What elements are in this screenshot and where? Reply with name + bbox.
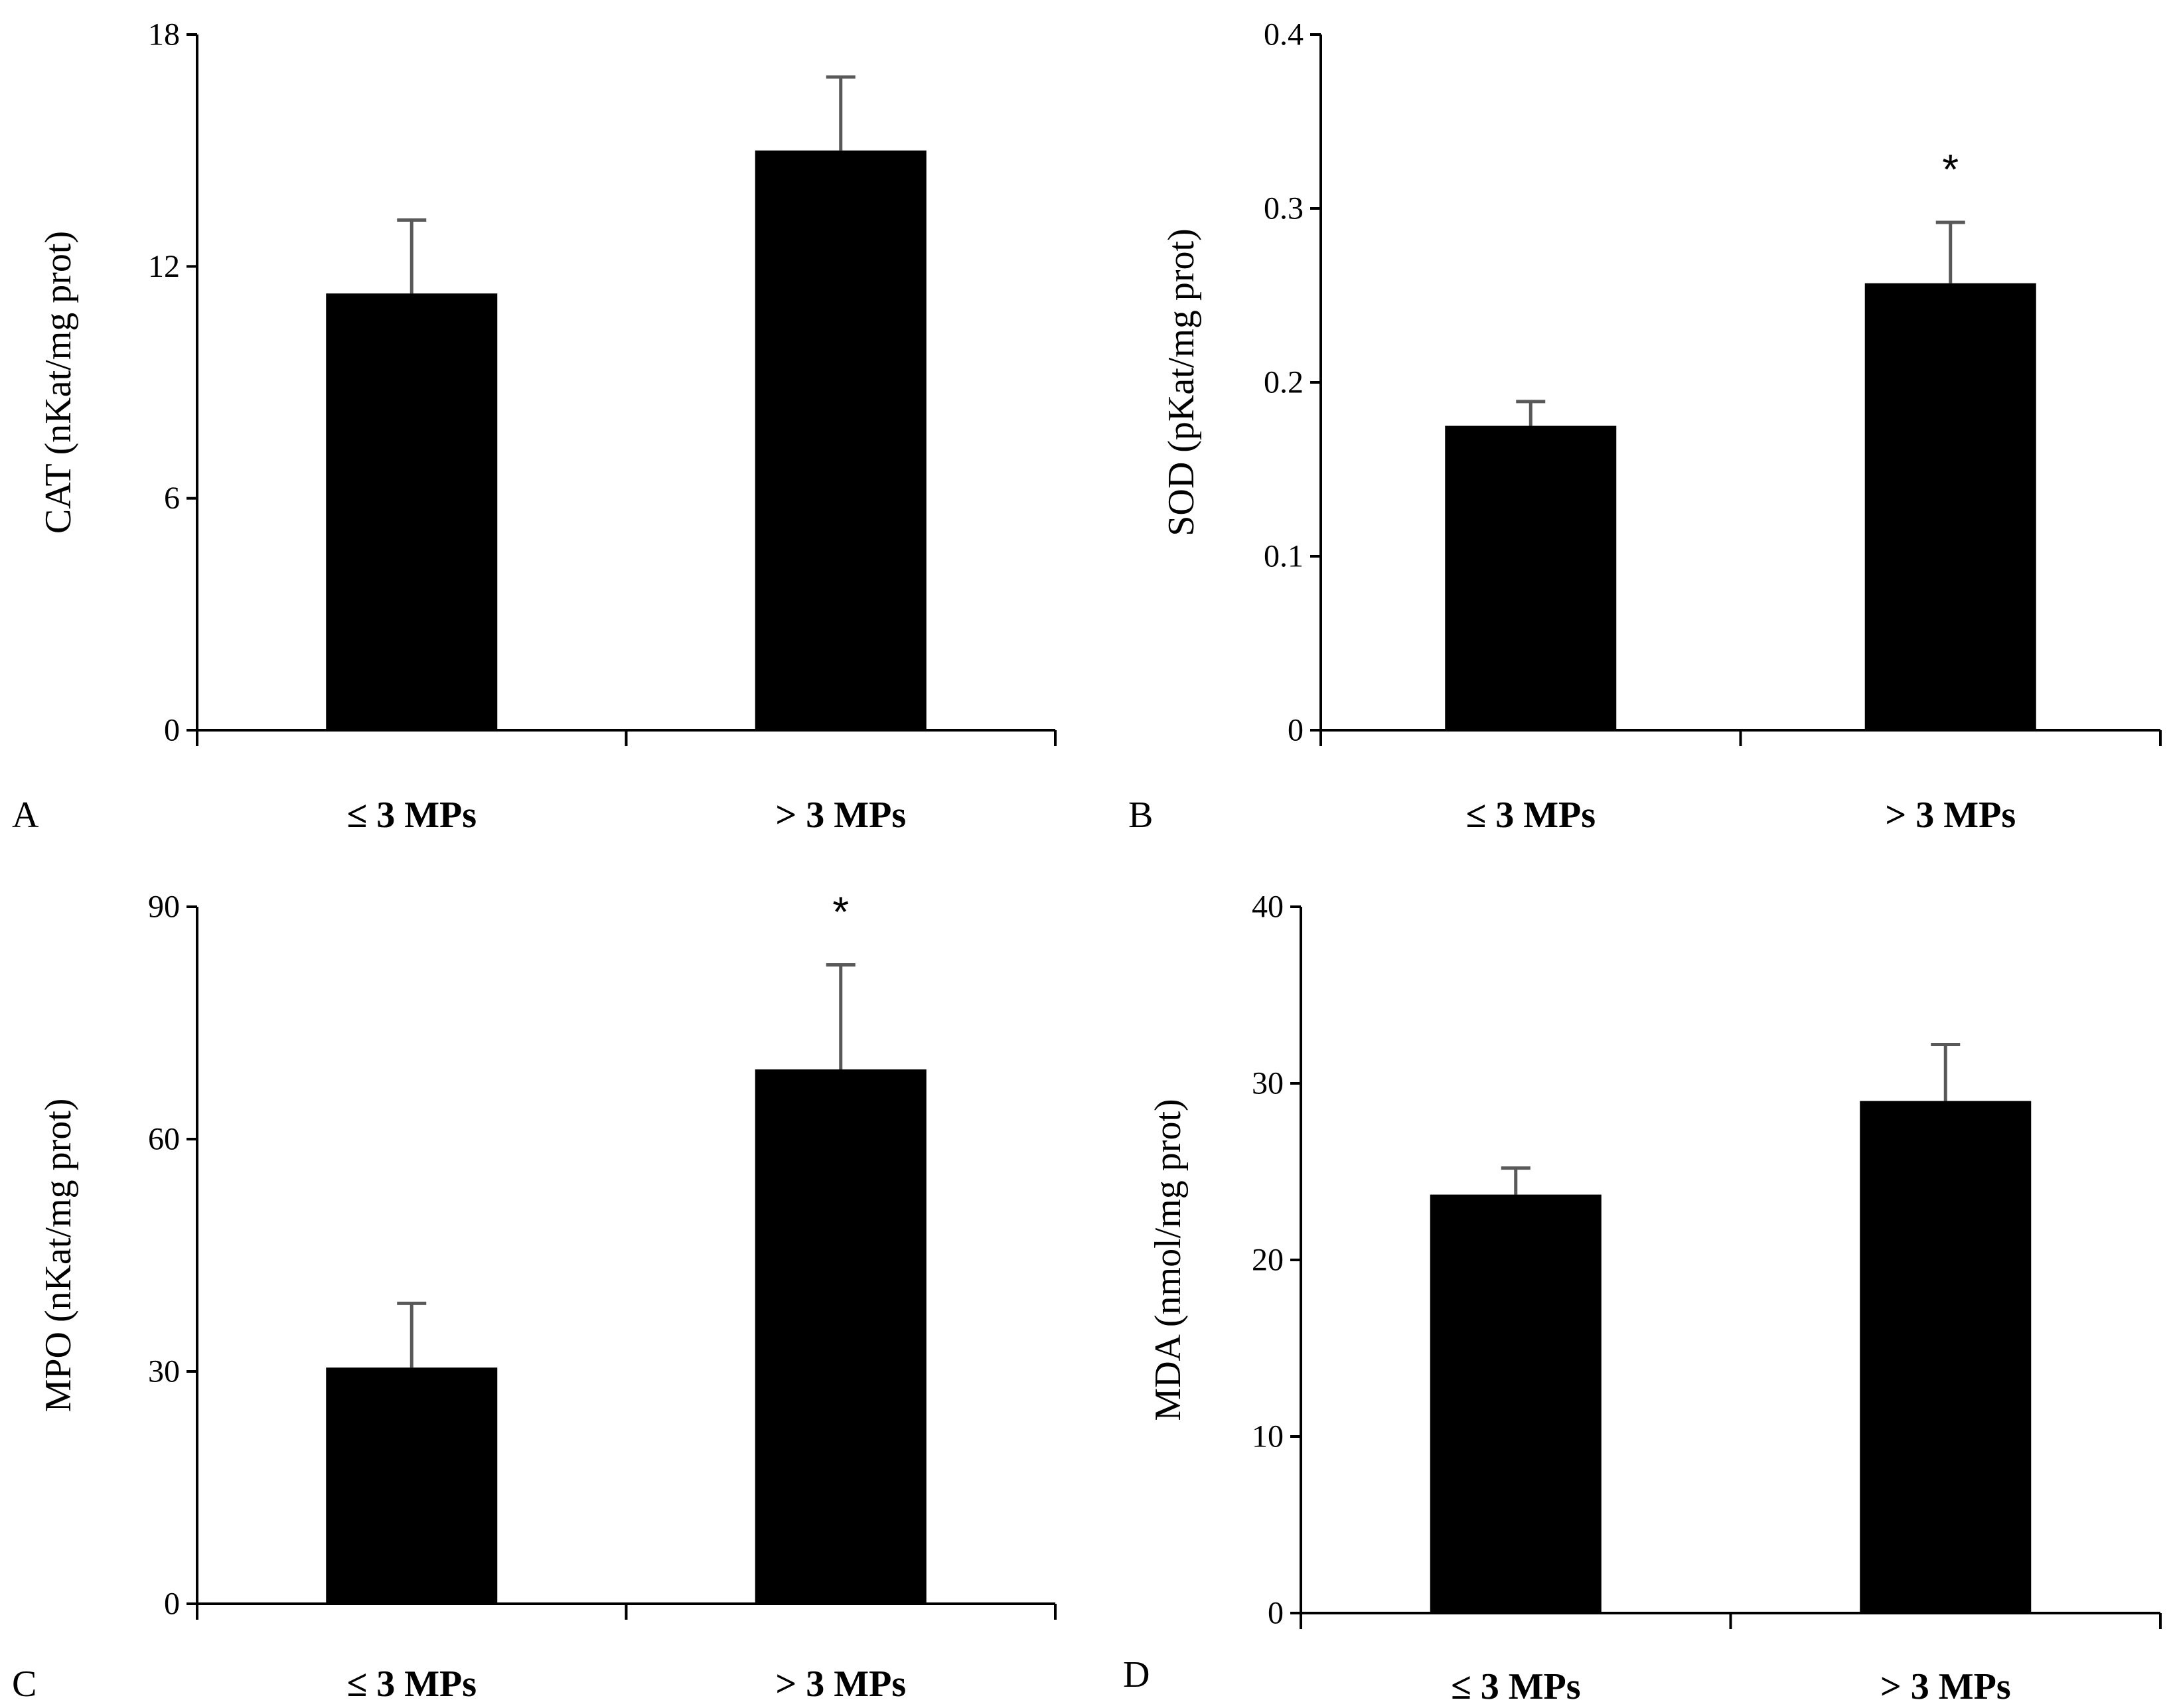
panel-a-category-label-1: > 3 MPs (775, 795, 906, 836)
panel-c-letter: C (12, 1664, 37, 1705)
panel-a-letter: A (12, 795, 39, 836)
panel-d-bar-0 (1430, 1194, 1602, 1613)
panel-d-category-label-0: ≤ 3 MPs (1451, 1666, 1581, 1707)
panel-c-bar-1 (755, 1069, 927, 1604)
panel-a-y-tick-label-0: 0 (164, 713, 180, 748)
panel-d-y-axis-title: MDA (nmol/mg prot) (1148, 1099, 1189, 1421)
panel-d-y-tick-label-3: 30 (1252, 1066, 1284, 1101)
panel-c-y-tick-label-1: 30 (148, 1354, 180, 1389)
panel-d-bar-1 (1860, 1101, 2032, 1613)
panel-b-significance-1: * (1942, 145, 1959, 193)
panel-b-y-tick-label-4: 0.4 (1264, 17, 1304, 52)
panel-a-y-tick-label-2: 12 (148, 249, 180, 284)
panel-a-category-label-0: ≤ 3 MPs (346, 795, 477, 836)
panel-c-significance-1: * (832, 888, 849, 936)
panel-c-bar-0 (326, 1367, 498, 1604)
panel-b-category-label-0: ≤ 3 MPs (1465, 795, 1596, 836)
panel-d-y-tick-label-1: 10 (1252, 1419, 1284, 1454)
panel-c-category-label-0: ≤ 3 MPs (346, 1664, 477, 1705)
panel-b-category-label-1: > 3 MPs (1885, 795, 2016, 836)
panel-b-y-axis-title: SOD (pKat/mg prot) (1161, 228, 1202, 536)
panel-d-y-tick-label-4: 40 (1252, 890, 1284, 925)
panel-c-y-axis-title: MPO (nKat/mg prot) (38, 1099, 79, 1413)
panel-a-y-tick-label-3: 18 (148, 17, 180, 52)
panel-b-bar-0 (1445, 426, 1617, 730)
panel-b-y-tick-label-0: 0 (1288, 713, 1304, 748)
panel-c-y-tick-label-3: 90 (148, 890, 180, 925)
panel-b-letter: B (1128, 795, 1153, 836)
panel-b-y-tick-label-1: 0.1 (1264, 539, 1304, 574)
panel-d-letter: D (1123, 1654, 1150, 1695)
panel-c-y-tick-label-2: 60 (148, 1122, 180, 1157)
panel-a-y-axis-title: CAT (nKat/mg prot) (38, 231, 79, 534)
panel-a-bar-0 (326, 293, 498, 731)
panel-b-bar-1 (1864, 283, 2036, 730)
panel-d-category-label-1: > 3 MPs (1880, 1666, 2011, 1707)
panel-d-y-tick-label-2: 20 (1252, 1243, 1284, 1278)
panel-d-y-tick-label-0: 0 (1268, 1596, 1284, 1631)
panel-a-y-tick-label-1: 6 (164, 481, 180, 516)
panel-b-y-tick-label-2: 0.2 (1264, 365, 1304, 400)
panel-c-y-tick-label-0: 0 (164, 1587, 180, 1622)
panel-a-bar-1 (755, 150, 927, 730)
panel-c-category-label-1: > 3 MPs (775, 1664, 906, 1705)
panel-b-y-tick-label-3: 0.3 (1264, 191, 1304, 226)
